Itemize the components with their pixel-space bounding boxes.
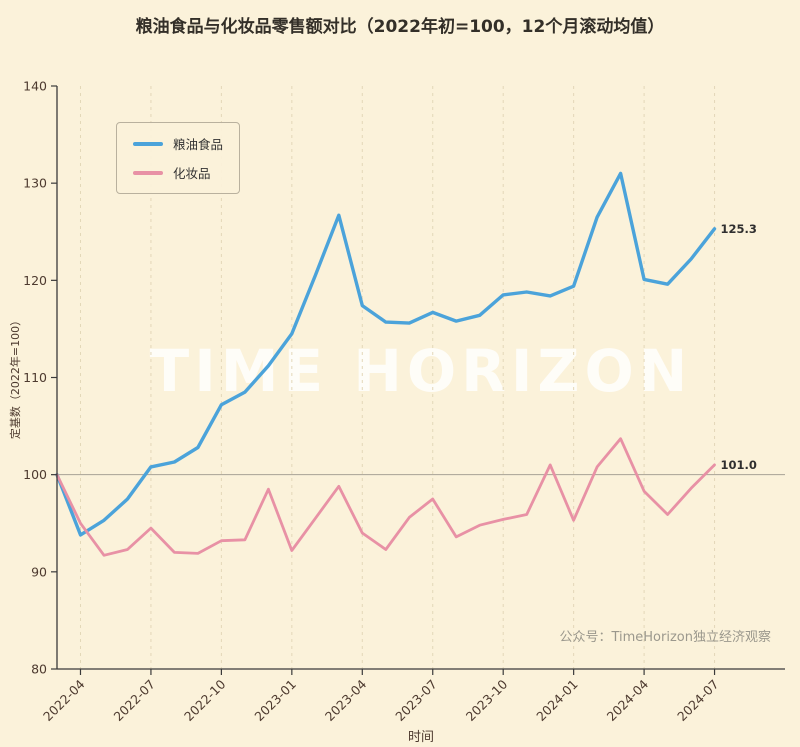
svg-text:2022-07: 2022-07: [111, 677, 159, 725]
source-note: 公众号：TimeHorizon独立经济观察: [559, 630, 771, 645]
svg-text:2024-07: 2024-07: [674, 677, 722, 725]
svg-text:2022-04: 2022-04: [40, 676, 88, 724]
svg-text:2023-10: 2023-10: [463, 676, 511, 724]
x-tick-labels: 2022-04 2022-07 2022-10 2023-01 2023-04 2023-…: [40, 669, 722, 724]
svg-text:2023-01: 2023-01: [251, 677, 299, 725]
x-gridlines: [79, 86, 716, 669]
y-tick-labels: 80 90 100 110 120 130 140: [23, 79, 57, 677]
legend-item-grain-oil-food: 粮油食品: [133, 134, 223, 153]
svg-text:120: 120: [23, 273, 47, 288]
svg-text:110: 110: [23, 370, 47, 385]
series-end-value-label: 125.3: [721, 222, 757, 236]
svg-text:140: 140: [23, 79, 47, 94]
svg-text:2023-04: 2023-04: [322, 676, 370, 724]
svg-text:80: 80: [31, 662, 47, 677]
series-line-grain-oil-food: [55, 171, 717, 537]
svg-text:2022-10: 2022-10: [181, 676, 229, 724]
svg-text:2024-01: 2024-01: [533, 677, 581, 725]
legend-label-cosmetics: 化妆品: [173, 166, 211, 181]
legend-line-swatch-cosmetics: [133, 170, 163, 175]
svg-text:100: 100: [23, 467, 47, 482]
series-end-value-label: 101.0: [721, 458, 757, 472]
legend-line-swatch-grain-oil-food: [133, 141, 163, 146]
svg-text:2023-07: 2023-07: [392, 677, 440, 725]
svg-text:2024-04: 2024-04: [604, 676, 652, 724]
svg-text:130: 130: [23, 176, 47, 191]
chart-title: 粮油食品与化妆品零售额对比（2022年初=100，12个月滚动均值）: [135, 17, 665, 37]
x-axis-label: 时间: [407, 730, 434, 745]
legend-item-cosmetics: 化妆品: [133, 163, 223, 182]
legend-label-grain-oil-food: 粮油食品: [173, 137, 224, 152]
series-line-cosmetics: [55, 437, 716, 557]
svg-text:90: 90: [31, 564, 47, 579]
legend: 粮油食品 化妆品: [116, 122, 241, 194]
